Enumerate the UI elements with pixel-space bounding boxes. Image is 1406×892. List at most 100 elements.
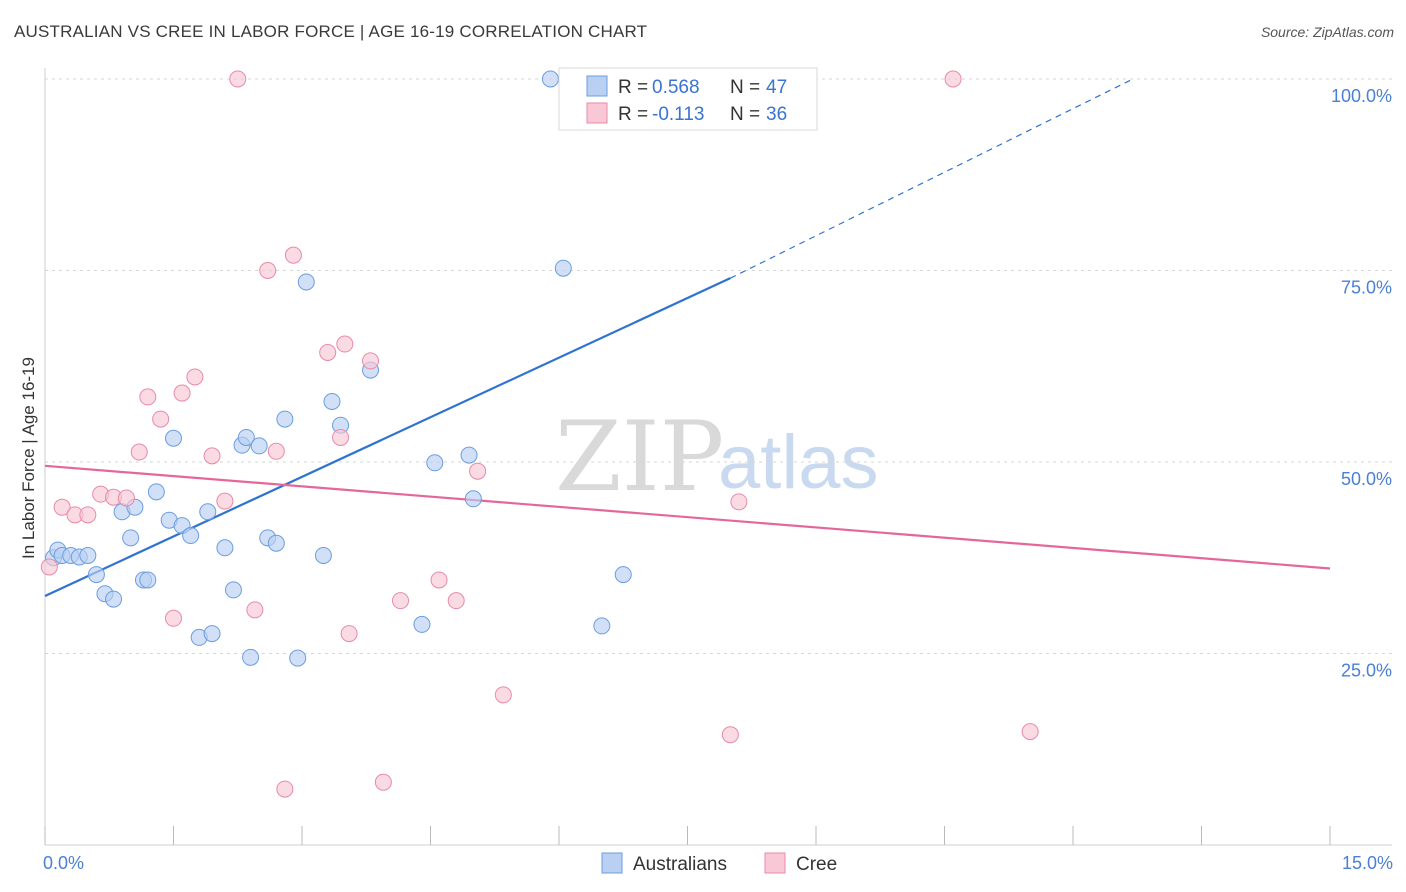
cree-point-30 — [469, 462, 487, 480]
series-swatch-cree — [764, 852, 786, 874]
australians-point-22 — [216, 539, 234, 557]
cree-point-17 — [259, 262, 277, 279]
trend-lines — [44, 78, 1331, 598]
australians-point-31 — [289, 649, 307, 667]
cree-point-11 — [173, 384, 191, 402]
australians-point-18 — [182, 527, 200, 545]
australians-point-45 — [614, 566, 632, 584]
australians-point-5 — [79, 546, 97, 564]
australians-point-8 — [105, 590, 123, 608]
australians-trend-extension — [730, 78, 1134, 279]
cree-point-24 — [340, 625, 358, 643]
x-axis-tick-labels: 0.0% 15.0% — [43, 853, 1393, 873]
cree-point-6 — [117, 489, 135, 507]
watermark-zip: ZIP — [555, 401, 724, 513]
cree-point-20 — [284, 246, 302, 264]
cree-point-26 — [374, 773, 392, 791]
cree-point-12 — [186, 368, 204, 386]
series-label-cree: Cree — [796, 854, 837, 875]
gridlines — [45, 78, 1392, 654]
cree-point-9 — [152, 410, 170, 428]
australians-point-37 — [413, 615, 431, 633]
cree-point-14 — [216, 492, 234, 510]
x-axis-ticks — [44, 826, 1331, 845]
series-swatch-australians — [601, 852, 623, 874]
chart-title: AUSTRALIAN VS CREE IN LABOR FORCE | AGE … — [14, 22, 648, 41]
australians-point-26 — [242, 648, 260, 666]
y-tick-label-3: 100.0% — [1331, 86, 1392, 106]
axes — [44, 68, 1392, 846]
australians-point-27 — [250, 437, 268, 455]
watermark-atlas: atlas — [718, 420, 879, 505]
australians-point-29 — [267, 534, 285, 552]
cree-point-0 — [40, 558, 58, 576]
y-tick-label-1: 50.0% — [1341, 469, 1392, 489]
australians-trend-line — [44, 277, 731, 598]
cree-trend-line — [44, 464, 1331, 570]
cree-point-15 — [229, 70, 247, 88]
cree-point-16 — [246, 601, 264, 619]
cree-point-35 — [1021, 723, 1039, 741]
y-tick-label-0: 25.0% — [1341, 661, 1392, 681]
cree-point-22 — [332, 428, 350, 446]
australians-point-34 — [323, 392, 341, 410]
legend-swatch-cree — [586, 102, 608, 124]
x-tick-label-0: 0.0% — [43, 853, 84, 873]
cree-point-7 — [130, 443, 148, 461]
source-credit: Source: ZipAtlas.com — [1260, 24, 1394, 40]
cree-point-29 — [447, 592, 465, 610]
australians-point-30 — [276, 410, 294, 428]
legend-n-cree: 36 — [766, 104, 787, 125]
legend-n-label-australians: N = — [730, 77, 760, 98]
cree-point-27 — [392, 592, 410, 610]
cree-point-8 — [139, 388, 157, 406]
australians-point-40 — [464, 490, 482, 508]
australians-point-20 — [199, 503, 217, 521]
australians-point-38 — [426, 454, 444, 472]
australians-point-16 — [165, 429, 182, 447]
australians-point-32 — [297, 273, 315, 291]
australians-point-21 — [203, 625, 221, 643]
cree-point-13 — [203, 447, 221, 465]
data-points — [40, 70, 1039, 798]
legend-n-label-cree: N = — [730, 104, 760, 125]
cree-point-34 — [944, 70, 962, 88]
series-legend: Australians Cree — [601, 852, 837, 875]
australians-point-41 — [541, 70, 559, 88]
cree-point-1 — [53, 498, 71, 516]
cree-point-32 — [721, 726, 739, 744]
cree-point-31 — [494, 686, 512, 704]
australians-point-23 — [224, 581, 242, 599]
cree-point-21 — [319, 343, 337, 361]
y-axis-tick-labels: 25.0% 50.0% 75.0% 100.0% — [1331, 86, 1392, 681]
legend-n-australians: 47 — [766, 77, 787, 98]
australians-point-6 — [87, 566, 105, 584]
australians-point-10 — [122, 529, 140, 547]
australians-point-14 — [147, 483, 165, 501]
legend-r-australians: 0.568 — [652, 77, 700, 98]
cree-point-18 — [267, 442, 285, 460]
legend-r-cree: -0.113 — [652, 104, 704, 125]
australians-point-44 — [593, 617, 611, 635]
y-tick-label-2: 75.0% — [1341, 278, 1392, 298]
legend-r-label-cree: R = — [618, 104, 648, 125]
australians-point-39 — [460, 446, 478, 464]
cree-point-19 — [276, 780, 294, 798]
legend-swatch-australians — [586, 75, 608, 97]
y-axis-title: In Labor Force | Age 16-19 — [19, 357, 38, 559]
australians-point-43 — [554, 259, 572, 277]
stats-legend: R = 0.568 N = 47 R = -0.113 N = 36 — [558, 67, 818, 131]
australians-point-33 — [314, 546, 332, 564]
australians-point-25 — [237, 428, 255, 446]
cree-point-25 — [362, 352, 380, 370]
cree-point-28 — [430, 571, 448, 589]
x-tick-label-1: 15.0% — [1342, 853, 1393, 873]
cree-point-10 — [165, 609, 182, 627]
cree-point-23 — [336, 335, 354, 353]
legend-r-label-australians: R = — [618, 77, 648, 98]
cree-point-33 — [730, 493, 748, 511]
cree-point-3 — [79, 506, 97, 524]
australians-point-13 — [139, 571, 157, 589]
series-label-australians: Australians — [633, 854, 727, 875]
